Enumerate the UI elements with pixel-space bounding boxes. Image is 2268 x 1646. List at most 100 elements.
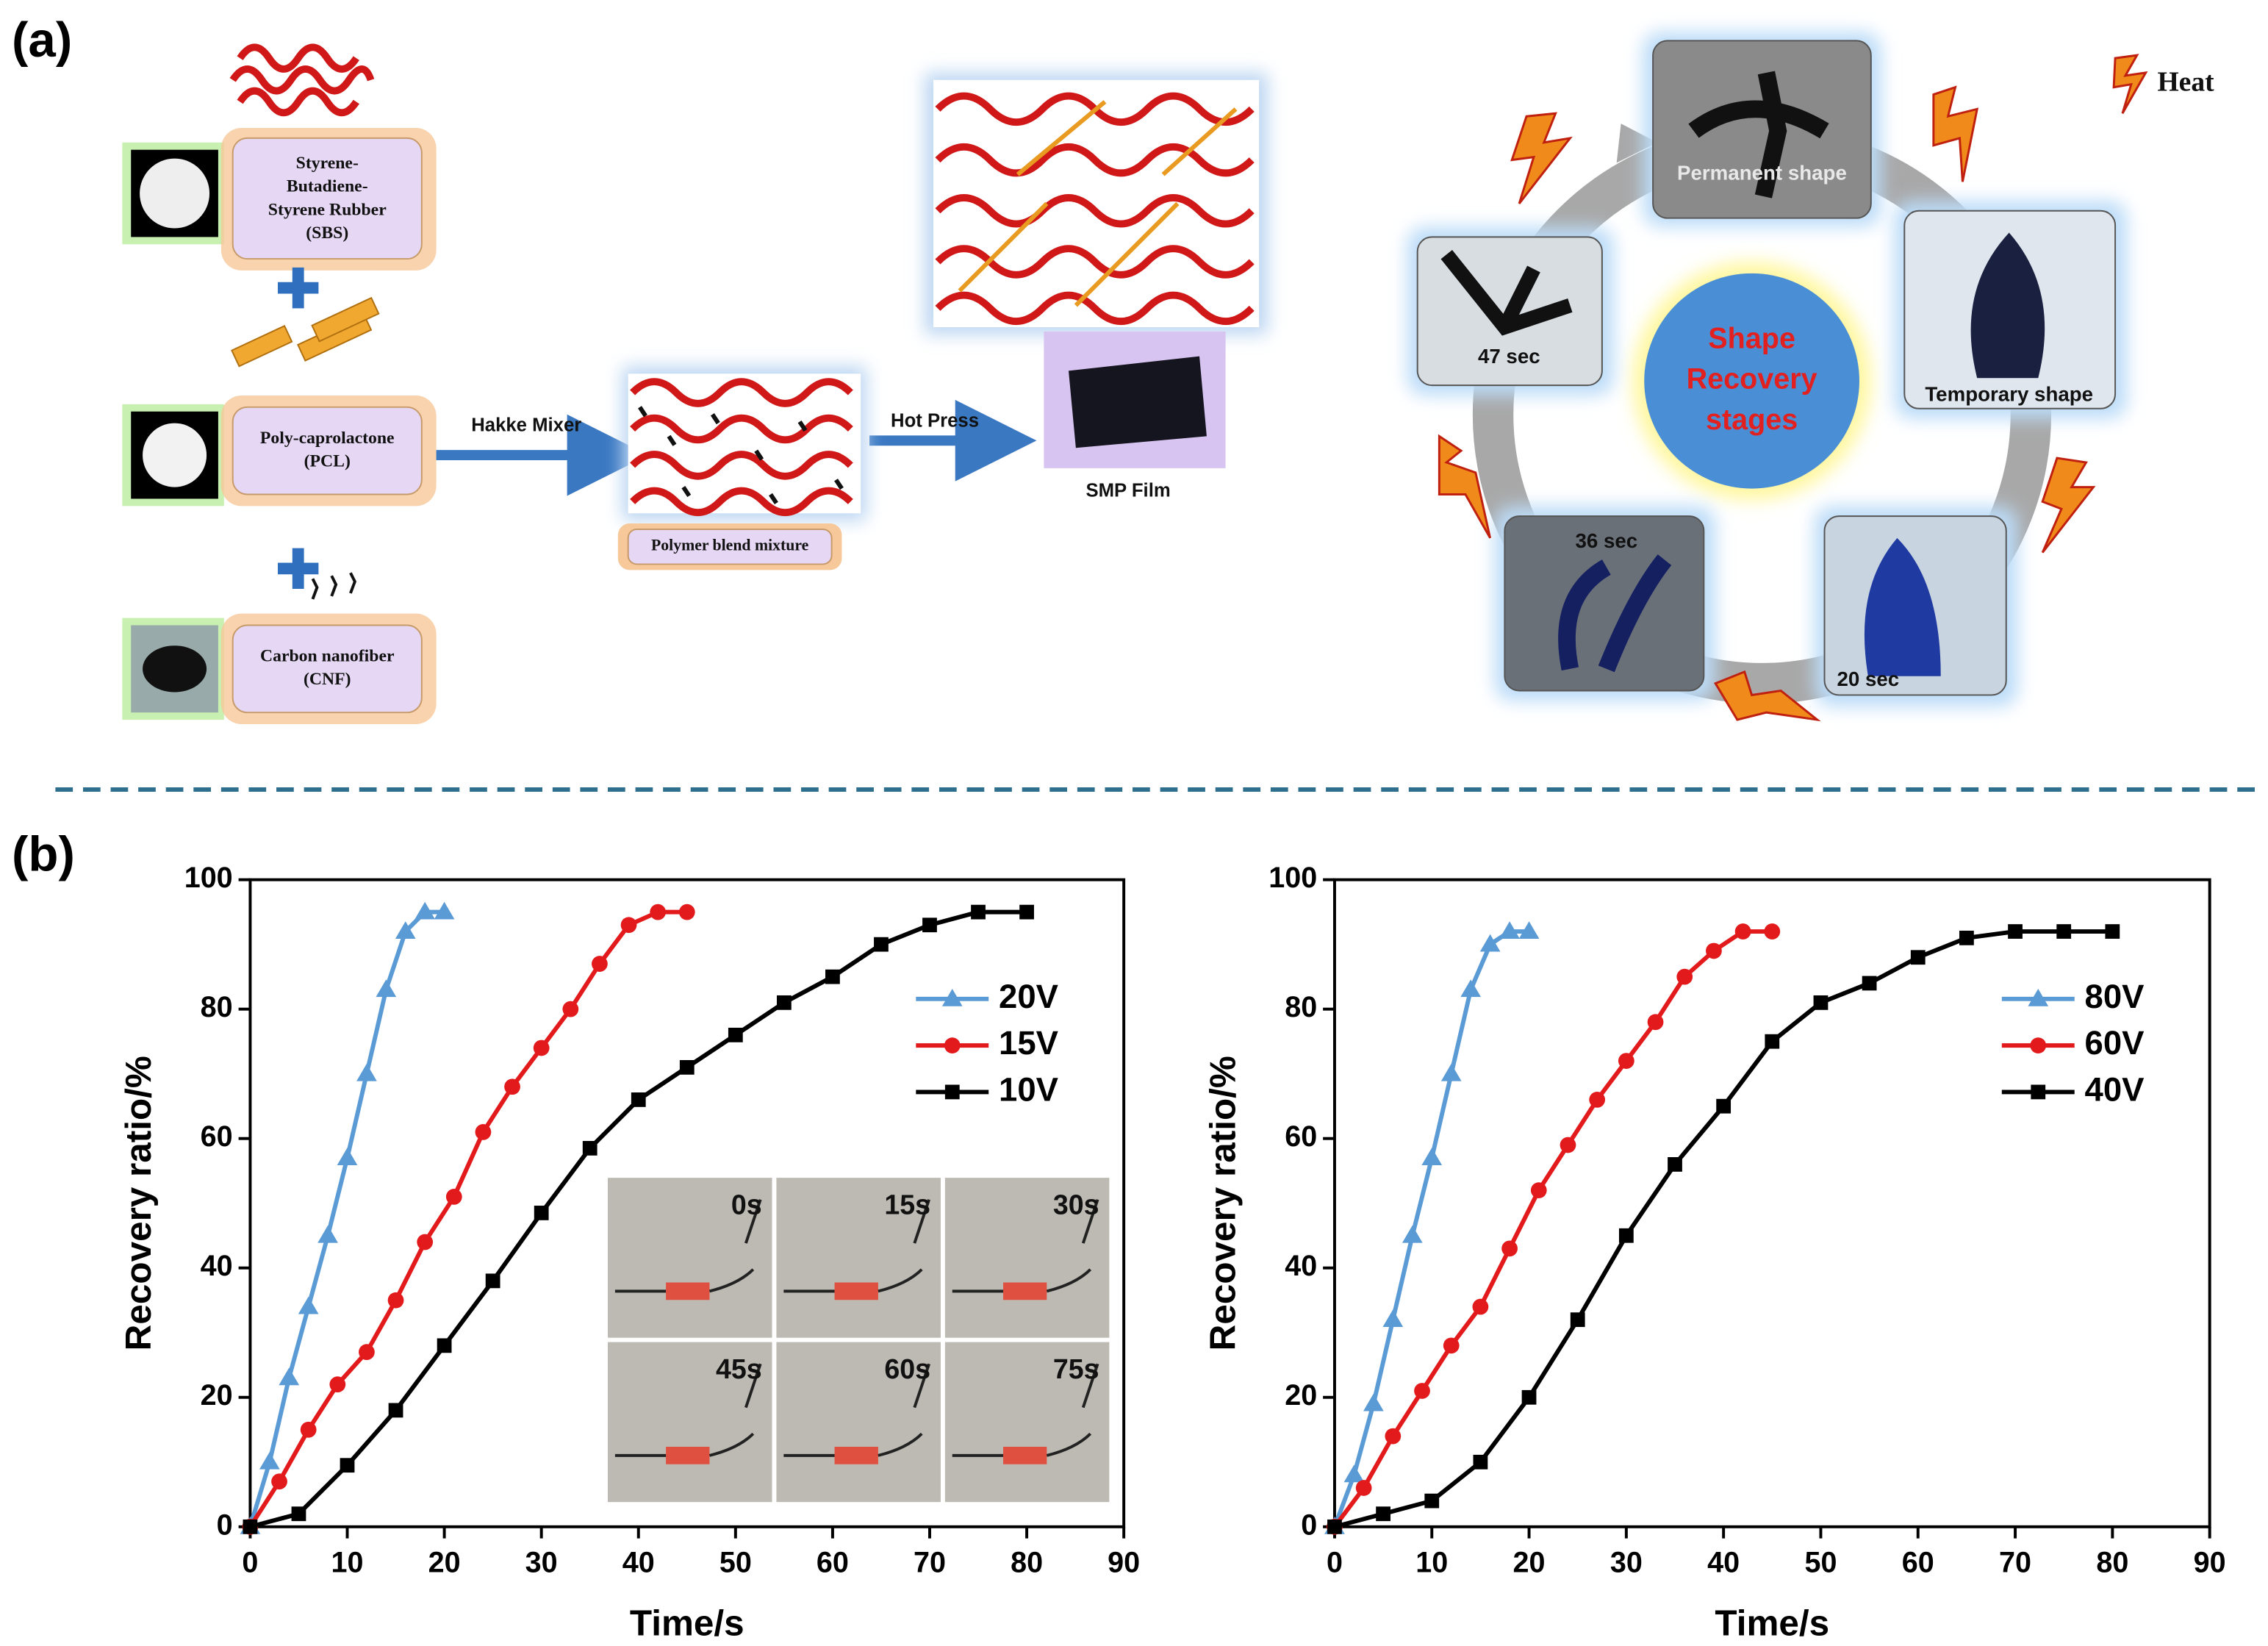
inset-wire xyxy=(783,1199,930,1293)
legend-label: 40V xyxy=(2085,1070,2145,1108)
x-tick-label: 50 xyxy=(719,1547,752,1579)
marker xyxy=(1618,1228,1634,1243)
inset-wire xyxy=(952,1363,1099,1457)
x-tick-label: 40 xyxy=(1707,1547,1740,1579)
marker xyxy=(388,1403,403,1418)
x-tick-label: 0 xyxy=(242,1547,258,1579)
diagram-label: Hot Press xyxy=(891,410,979,431)
diagram-label: Recovery xyxy=(1687,363,1817,396)
marker xyxy=(1472,1298,1489,1315)
y-tick-label: 60 xyxy=(1285,1120,1317,1153)
inset-label: 15s xyxy=(884,1189,930,1220)
marker xyxy=(1443,1337,1460,1354)
x-tick-label: 80 xyxy=(2096,1547,2128,1579)
x-tick-label: 0 xyxy=(1327,1547,1343,1579)
marker xyxy=(1862,976,1877,991)
y-tick-label: 0 xyxy=(1301,1509,1317,1541)
marker xyxy=(941,988,963,1006)
x-tick-label: 70 xyxy=(914,1547,946,1579)
lightning xyxy=(1438,54,2148,722)
material-label: Carbon nanofiber xyxy=(260,646,395,665)
marker xyxy=(340,1458,355,1473)
inset-wire xyxy=(783,1363,930,1457)
center xyxy=(1644,273,1859,489)
marker xyxy=(1440,1063,1462,1081)
diagram-label: Polymer blend mixture xyxy=(651,537,809,554)
material-label: Styrene- xyxy=(296,154,359,173)
marker xyxy=(776,995,792,1010)
marker xyxy=(678,903,695,920)
inset-wire xyxy=(614,1363,762,1457)
inset-photo xyxy=(607,1178,772,1338)
marker xyxy=(1589,1092,1606,1108)
marker xyxy=(1355,1480,1372,1496)
y-tick-label: 100 xyxy=(184,862,233,894)
marker xyxy=(1521,1389,1537,1405)
marker xyxy=(944,1037,961,1053)
marker xyxy=(1343,1464,1365,1483)
x-tick-label: 30 xyxy=(525,1547,558,1579)
inset-photo xyxy=(944,1178,1110,1338)
y-tick-label: 60 xyxy=(201,1120,233,1153)
series-line xyxy=(1334,929,2113,1529)
y-tick-label: 20 xyxy=(1285,1379,1317,1411)
marker xyxy=(1647,1014,1664,1031)
material-label: (CNF) xyxy=(304,670,351,689)
x-axis-label: Time/s xyxy=(630,1603,744,1643)
panel-a-layout xyxy=(122,32,2148,725)
thumb-powder xyxy=(140,158,210,229)
marker xyxy=(533,1040,550,1056)
y-axis-label: Recovery ratio/% xyxy=(1203,1056,1244,1350)
marker xyxy=(1479,934,1501,952)
marker xyxy=(679,1059,695,1075)
marker xyxy=(1518,921,1540,939)
marker xyxy=(1363,1393,1384,1411)
blend-chains xyxy=(630,378,853,516)
marker xyxy=(1570,1312,1585,1328)
diagram-label: SMP Film xyxy=(1085,480,1170,501)
diagram-label: Heat xyxy=(2157,67,2214,97)
marker xyxy=(825,969,840,984)
blend-fibers xyxy=(638,406,844,505)
plot-frame xyxy=(248,878,1126,1528)
inset-wire xyxy=(614,1199,762,1293)
diagram-label: Hakke Mixer xyxy=(471,415,581,435)
box xyxy=(232,406,423,495)
inset-label: 0s xyxy=(731,1189,762,1220)
diagram-label: Temporary shape xyxy=(1925,382,2093,405)
marker xyxy=(1414,1383,1430,1399)
x-tick-label: 10 xyxy=(1415,1547,1448,1579)
panel-label: (a) xyxy=(12,12,72,68)
inset-wire xyxy=(952,1199,1099,1293)
marker xyxy=(650,903,667,920)
x-tick-label: 30 xyxy=(1610,1547,1643,1579)
x-axis-label: Time/s xyxy=(1715,1603,1829,1643)
marker xyxy=(620,917,637,934)
marker xyxy=(356,1063,377,1081)
y-tick-label: 20 xyxy=(201,1379,233,1411)
diagram-label: Shape xyxy=(1708,322,1795,354)
marker xyxy=(1424,1493,1440,1509)
marker xyxy=(2028,988,2049,1006)
marker xyxy=(922,917,937,933)
marker xyxy=(1706,942,1722,959)
y-tick-label: 100 xyxy=(1268,862,1317,894)
series-line xyxy=(248,909,687,1528)
sbs-chains xyxy=(229,43,375,117)
marker xyxy=(395,921,416,939)
x-tick-label: 90 xyxy=(2194,1547,2226,1579)
marker xyxy=(415,901,436,920)
marker xyxy=(944,1084,960,1100)
marker xyxy=(387,1292,404,1309)
marker xyxy=(317,1225,338,1243)
marker xyxy=(728,1027,743,1042)
marker xyxy=(1764,923,1781,940)
film xyxy=(1068,356,1207,448)
inset-label: 75s xyxy=(1053,1353,1099,1384)
marker xyxy=(1734,923,1751,940)
marker xyxy=(1668,1157,1682,1172)
marker xyxy=(1473,1454,1488,1470)
marker xyxy=(475,1124,492,1140)
y-tick-label: 0 xyxy=(217,1509,233,1541)
